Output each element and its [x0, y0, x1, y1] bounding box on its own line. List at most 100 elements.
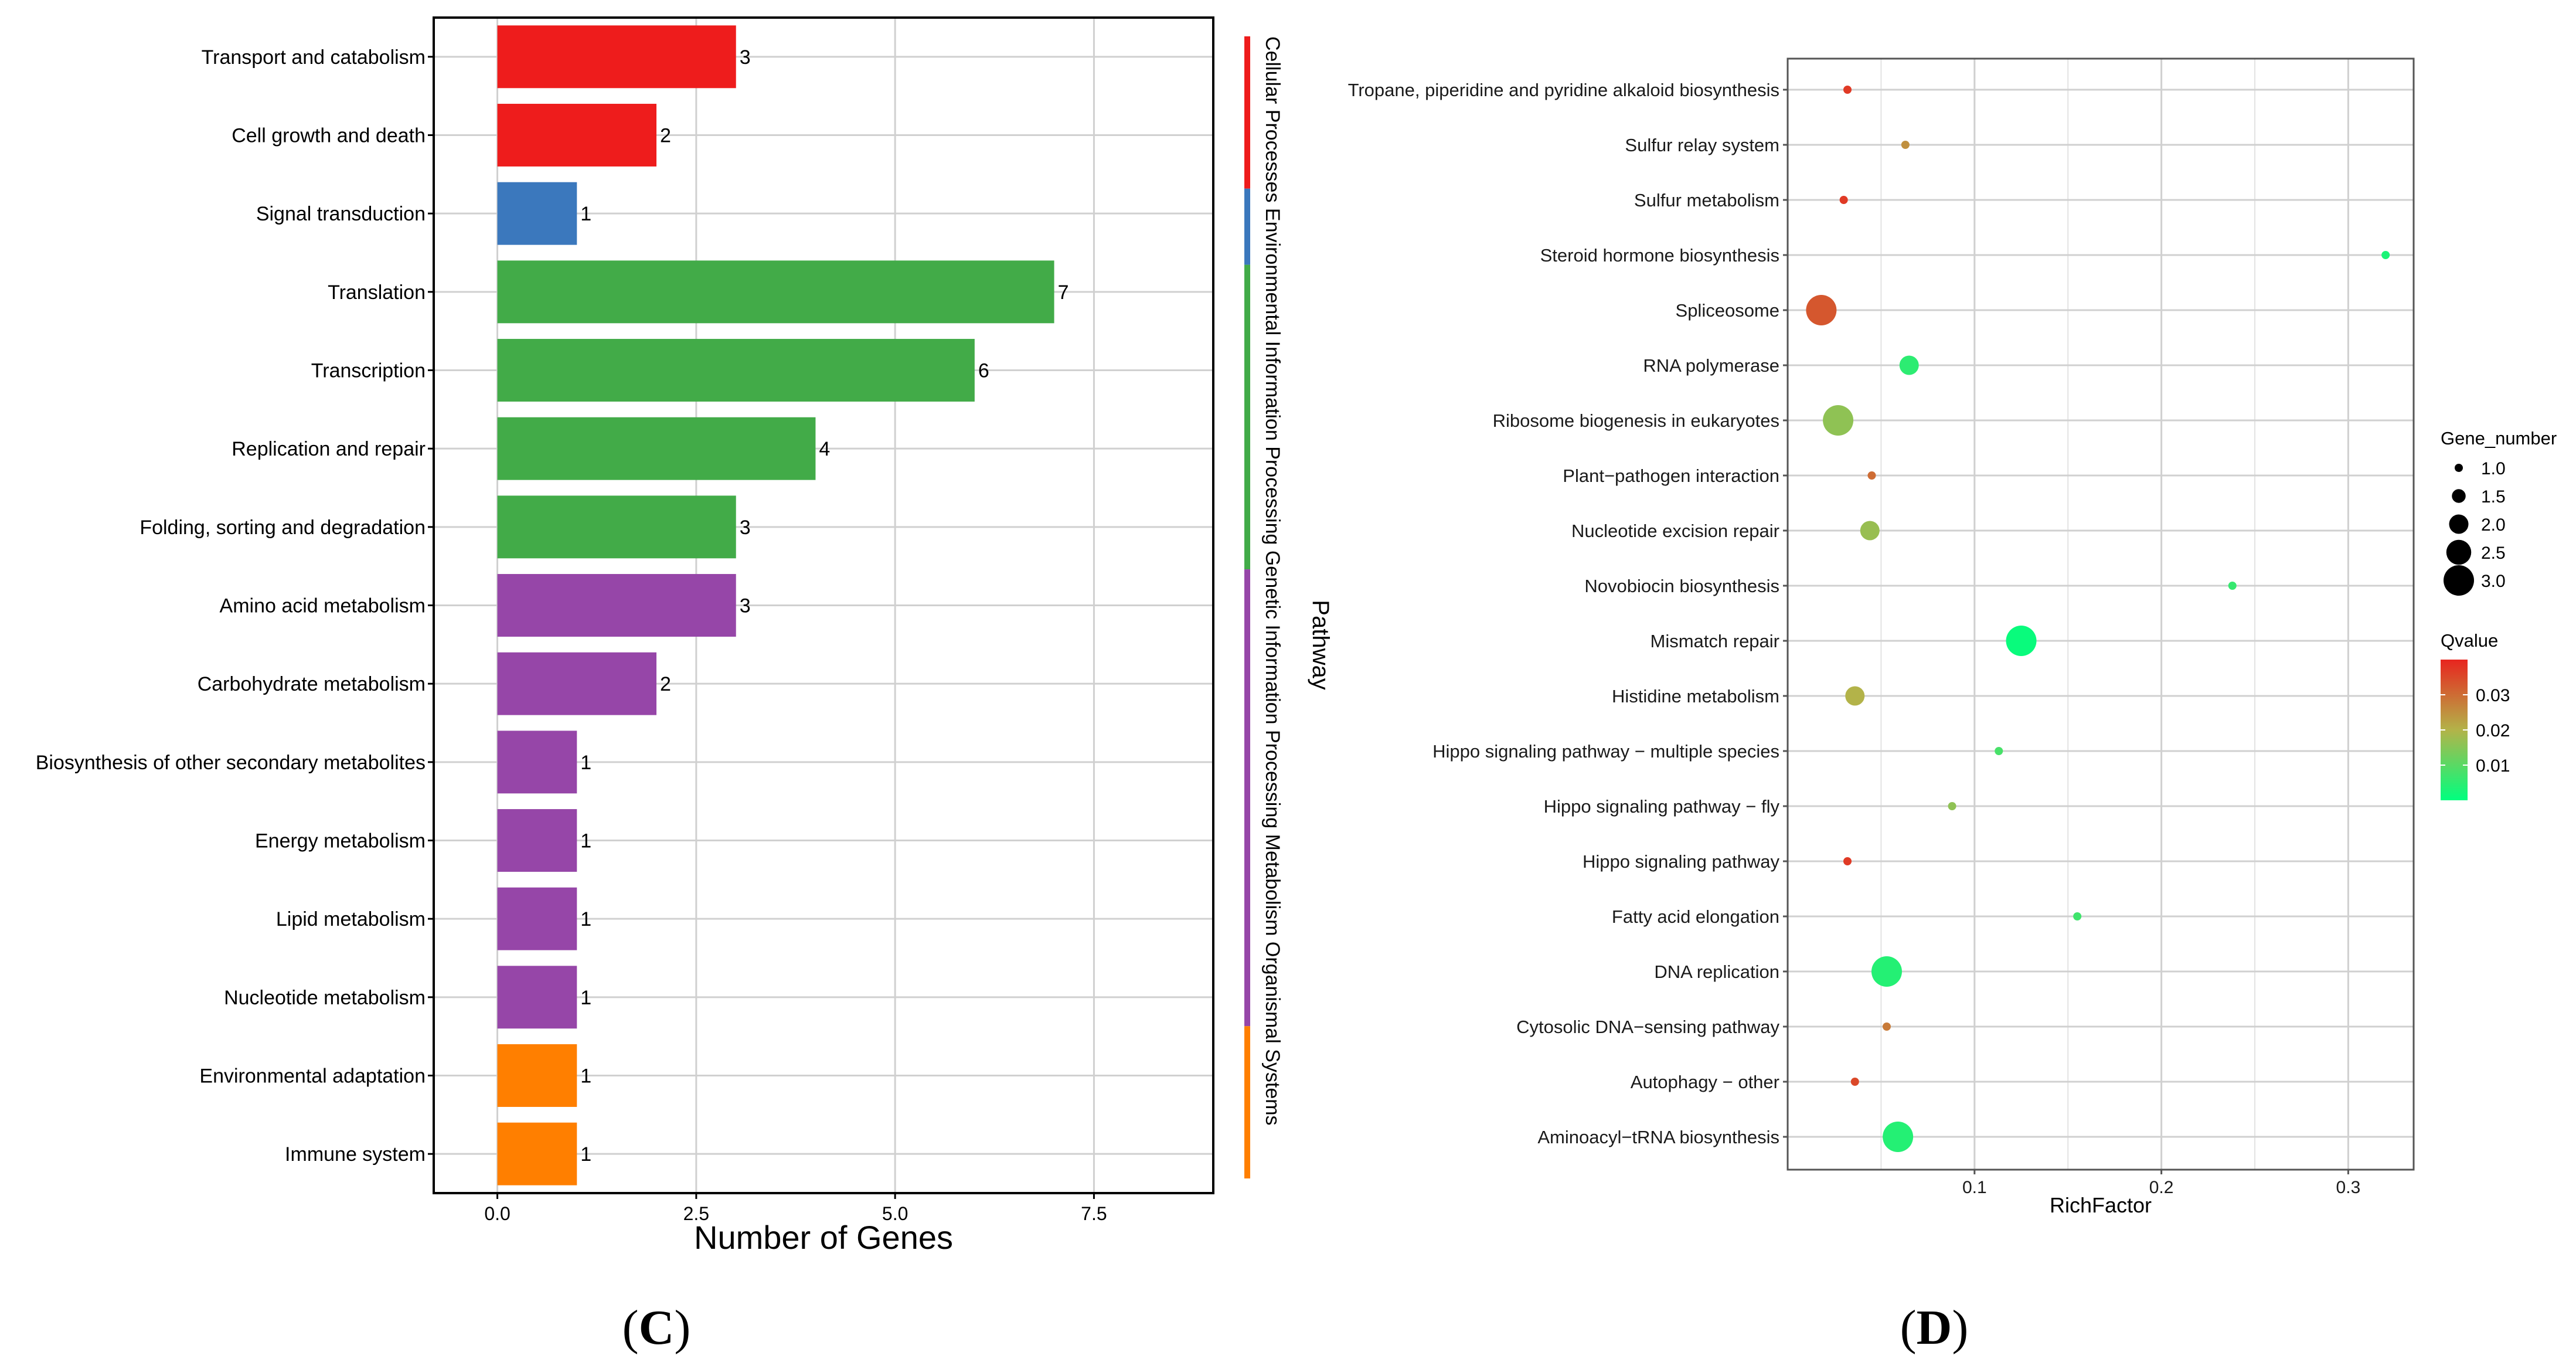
point-novobiocin-biosynthesis: [2228, 582, 2237, 590]
value-label: 1: [580, 987, 591, 1009]
caption-c-close: ): [674, 1300, 690, 1355]
y-tick-label: Nucleotide metabolism: [224, 987, 426, 1009]
y-tick-label: Nucleotide excision repair: [1571, 521, 1779, 541]
caption-d: (D): [1900, 1300, 1969, 1355]
bar-environmental-adaptation: [497, 1044, 577, 1107]
point-ribosome-biogenesis-in-eukaryotes: [1823, 405, 1854, 436]
x-axis: 0.0 2.5 5.0 7.5: [484, 1193, 1107, 1224]
strip-label-metabolism: Metabolism: [1261, 834, 1284, 942]
colorbar-tick-label: 0.02: [2476, 721, 2510, 740]
point-hippo-signaling-pathway-fly: [1948, 802, 1956, 810]
point-sulfur-metabolism: [1839, 196, 1848, 204]
value-label: 3: [740, 46, 751, 69]
bar-replication-and-repair: [497, 417, 816, 480]
y-tick-label: Translation: [328, 281, 426, 304]
size-legend-label: 3.0: [2481, 572, 2506, 591]
point-autophagy-other: [1850, 1078, 1859, 1086]
y-tick-label: Environmental adaptation: [199, 1065, 426, 1088]
bar-amino-acid-metabolism: [497, 574, 736, 637]
value-label: 1: [580, 830, 591, 852]
value-labels: 3 2 1 7 6 4 3 3 2 1 1 1 1 1 1: [580, 46, 1068, 1166]
size-legend-label: 1.5: [2481, 487, 2506, 507]
grid: [1788, 59, 2414, 1170]
strip-label-organismal-systems: Organismal Systems: [1261, 942, 1284, 1126]
size-legend-dot: [2444, 565, 2474, 596]
value-label: 1: [580, 752, 591, 774]
bar-carbohydrate-metabolism: [497, 652, 656, 715]
pathway-strip: Cellular Processes Environmental Informa…: [1244, 36, 1284, 1178]
svg-text:(C): (C): [622, 1300, 691, 1355]
y-tick-label: Sulfur metabolism: [1634, 190, 1779, 210]
point-steroid-hormone-biosynthesis: [2381, 251, 2390, 259]
size-legend-dot: [2446, 539, 2472, 565]
point-plant-pathogen-interaction: [1867, 471, 1876, 480]
x-tick-label: 0.3: [2336, 1178, 2361, 1197]
strip-label-genetic-information-processing: Genetic Information Processing: [1261, 551, 1284, 834]
value-label: 7: [1058, 281, 1069, 304]
qvalue-legend: Qvalue 0.01 0.02 0.03: [2441, 630, 2510, 800]
y-tick-label: Spliceosome: [1676, 300, 1779, 321]
y-tick-label: Hippo signaling pathway: [1583, 851, 1780, 872]
y-tick-label: Signal transduction: [256, 203, 426, 225]
bar-transport-and-catabolism: [497, 25, 736, 89]
panel-d-bubble-chart: Tropane, piperidine and pyridine alkaloi…: [1348, 57, 2557, 1217]
bar-immune-system: [497, 1122, 577, 1185]
y-tick-label: Carbohydrate metabolism: [198, 673, 426, 695]
point-spliceosome: [1806, 295, 1837, 325]
x-tick-label: 5.0: [882, 1203, 908, 1224]
y-tick-label: Plant−pathogen interaction: [1563, 466, 1779, 486]
y-tick-label: Steroid hormone biosynthesis: [1540, 245, 1779, 266]
bar-nucleotide-metabolism: [497, 966, 577, 1029]
size-legend-dot: [2452, 489, 2466, 503]
points: [1806, 86, 2390, 1152]
point-nucleotide-excision-repair: [1860, 521, 1880, 541]
strip-segment-organismal-systems: [1244, 1026, 1250, 1178]
y-tick-label: Hippo signaling pathway − multiple speci…: [1432, 741, 1779, 762]
y-tick-label: Energy metabolism: [255, 830, 426, 852]
y-tick-label: Mismatch repair: [1651, 631, 1780, 651]
point-dna-replication: [1871, 956, 1902, 987]
strip-segment-metabolism: [1244, 569, 1250, 1027]
plot-frame: [1786, 57, 2415, 1171]
point-hippo-signaling-pathway-multiple-species: [1995, 747, 2003, 755]
strip-segment-environmental-information-processing: [1244, 188, 1250, 265]
y-tick-label: Sulfur relay system: [1625, 135, 1779, 155]
size-legend-label: 2.5: [2481, 543, 2506, 563]
x-axis-title: RichFactor: [2050, 1193, 2152, 1217]
gene-number-legend-title: Gene_number: [2441, 428, 2557, 449]
bars: [497, 25, 1054, 1185]
point-tropane-piperidine-and-pyridine-alkaloid-biosynthesis: [1843, 86, 1852, 94]
bar-energy-metabolism: [497, 809, 577, 872]
y-tick-label: Autophagy − other: [1631, 1072, 1779, 1092]
y-tick-label: Aminoacyl−tRNA biosynthesis: [1537, 1127, 1779, 1147]
y-tick-label: Fatty acid elongation: [1612, 906, 1779, 927]
size-legend-label: 1.0: [2481, 459, 2506, 478]
point-sulfur-relay-system: [1901, 141, 1910, 149]
caption-d-open: (: [1900, 1300, 1917, 1355]
y-tick-label: Replication and repair: [232, 438, 426, 460]
value-label: 1: [580, 1065, 591, 1088]
pathway-strip-title: Pathway: [1308, 600, 1333, 689]
x-tick-label: 2.5: [683, 1203, 709, 1224]
bar-lipid-metabolism: [497, 887, 577, 950]
value-label: 3: [740, 517, 751, 539]
y-tick-label: Histidine metabolism: [1612, 686, 1779, 706]
point-rna-polymerase: [1899, 355, 1919, 375]
point-cytosolic-dna-sensing-pathway: [1882, 1022, 1891, 1031]
point-fatty-acid-elongation: [2073, 912, 2082, 920]
value-label: 4: [819, 438, 830, 460]
x-tick-label: 7.5: [1081, 1203, 1107, 1224]
point-aminoacyl-trna-biosynthesis: [1883, 1122, 1914, 1152]
y-tick-label: Lipid metabolism: [276, 908, 426, 930]
y-axis: Tropane, piperidine and pyridine alkaloi…: [1348, 80, 1788, 1147]
bar-signal-transduction: [497, 182, 577, 245]
x-axis-title: Number of Genes: [694, 1219, 953, 1256]
strip-segment-cellular-processes: [1244, 36, 1250, 189]
caption-c: (C): [622, 1300, 691, 1355]
y-tick-label: Tropane, piperidine and pyridine alkaloi…: [1348, 80, 1779, 100]
caption-d-close: ): [1952, 1300, 1968, 1355]
y-tick-label: Cytosolic DNA−sensing pathway: [1516, 1017, 1779, 1037]
size-legend-label: 2.0: [2481, 515, 2506, 535]
y-tick-label: Amino acid metabolism: [220, 595, 426, 617]
